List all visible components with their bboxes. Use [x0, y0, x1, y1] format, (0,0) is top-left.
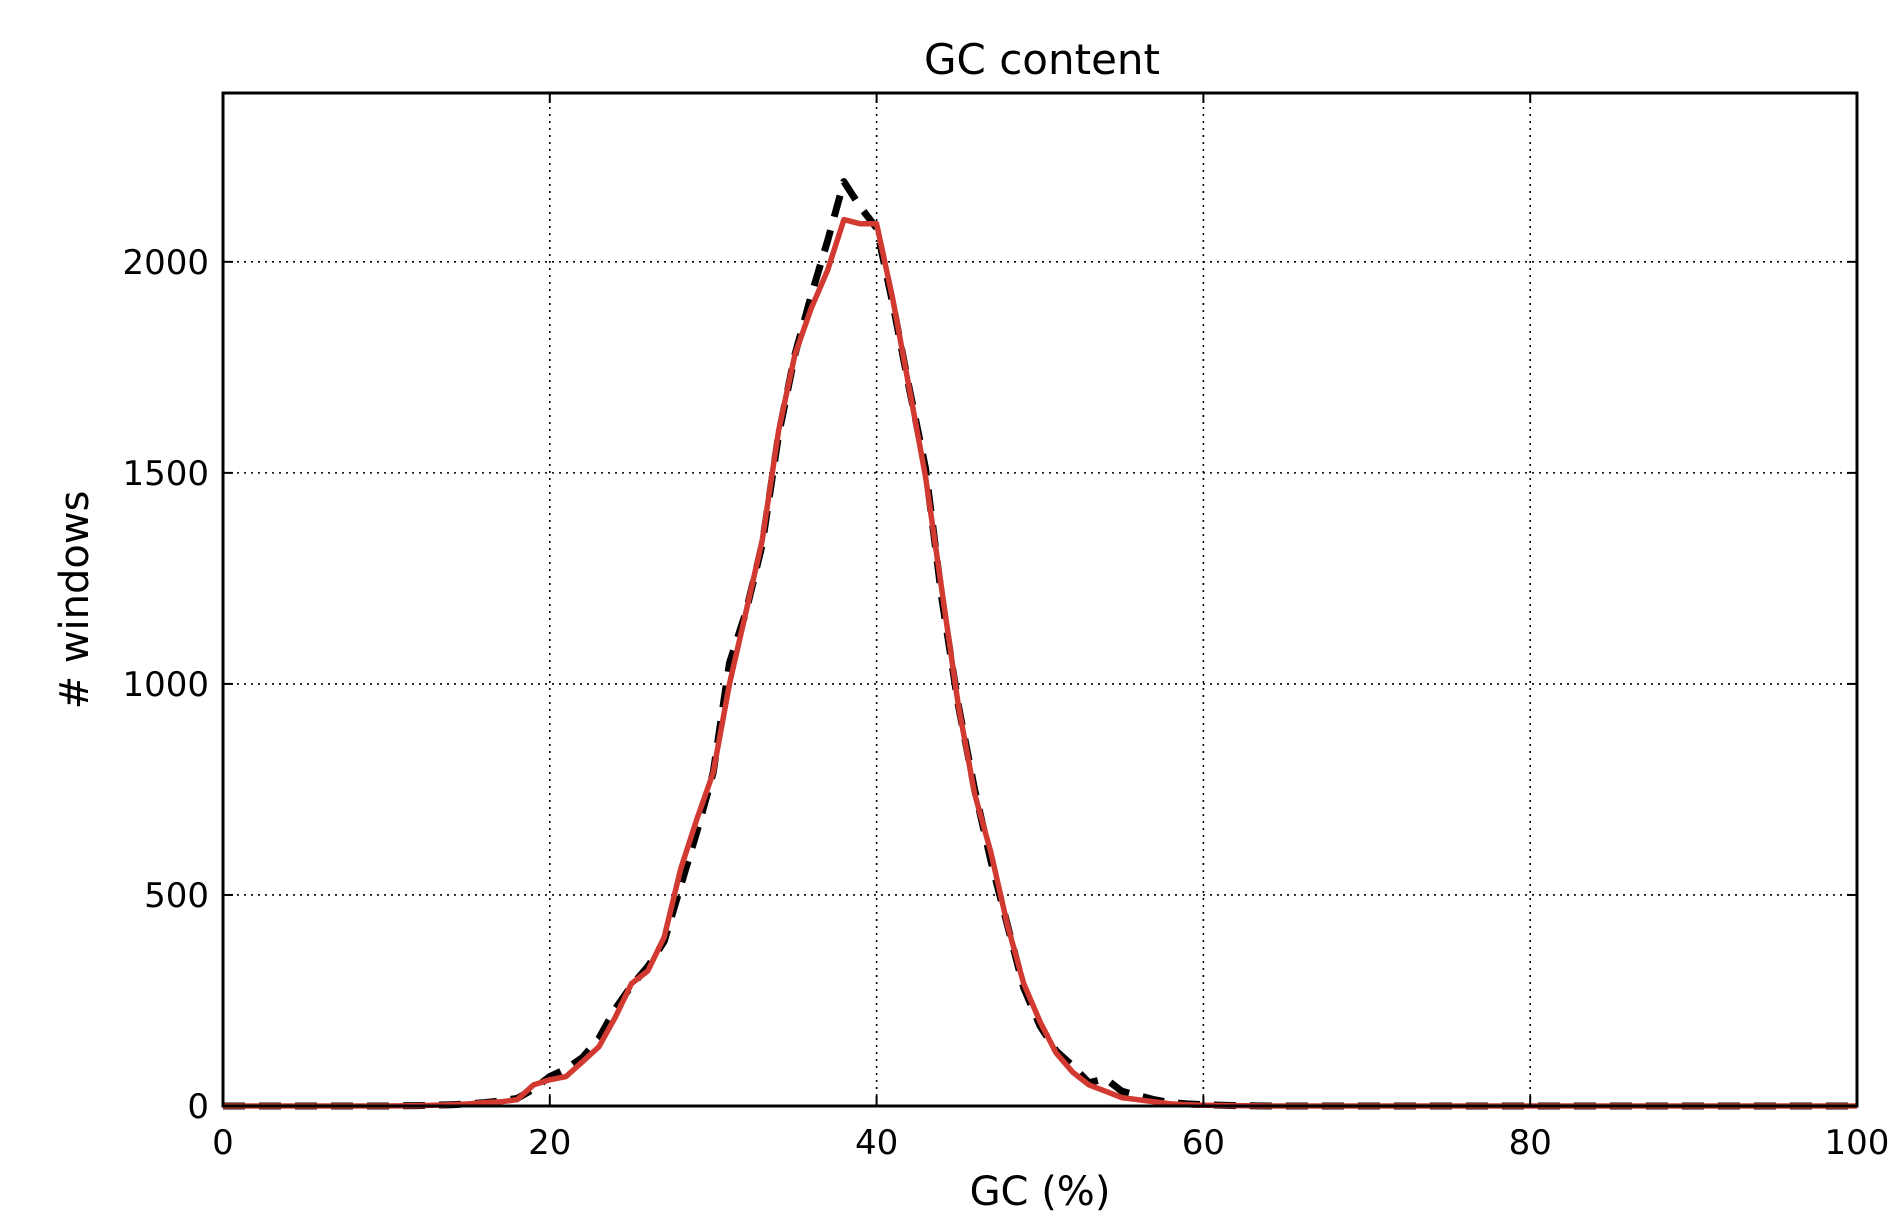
x-tick-label: 60	[1182, 1123, 1225, 1163]
y-tick-label: 2000	[122, 243, 209, 283]
grid-lines	[223, 93, 1857, 1106]
x-tick-label: 100	[1825, 1123, 1890, 1163]
y-tick-label: 500	[144, 876, 209, 916]
y-tick-label: 0	[187, 1087, 209, 1127]
x-tick-label: 40	[855, 1123, 898, 1163]
chart-title: GC content	[924, 35, 1160, 84]
x-tick-label: 20	[528, 1123, 571, 1163]
y-axis-label: # windows	[52, 491, 98, 710]
x-axis-label: GC (%)	[970, 1169, 1111, 1214]
plot-frame	[221, 91, 1859, 1108]
series-line-dashed-black	[223, 178, 1857, 1110]
y-tick-label: 1000	[122, 665, 209, 705]
y-tick-label: 1500	[122, 454, 209, 494]
x-tick-label: 0	[212, 1123, 234, 1163]
series-layer	[223, 178, 1857, 1110]
series-line-solid-red	[223, 216, 1857, 1109]
x-tick-label: 80	[1509, 1123, 1552, 1163]
